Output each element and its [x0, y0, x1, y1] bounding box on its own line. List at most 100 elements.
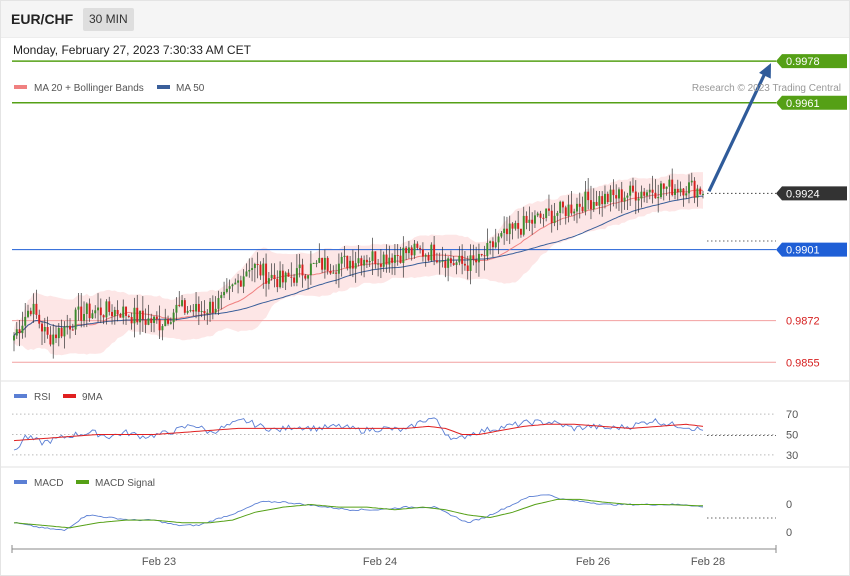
candle: [606, 191, 609, 205]
candle: [172, 308, 175, 330]
candle-body: [15, 329, 18, 336]
candle-body: [225, 288, 228, 292]
candle-body: [416, 243, 419, 248]
candle: [273, 263, 276, 288]
candle: [620, 181, 623, 214]
candle: [472, 244, 475, 266]
candle-body: [155, 316, 158, 320]
candle-body: [186, 310, 189, 313]
candle: [626, 192, 629, 210]
candle-body: [511, 223, 514, 229]
rsi-ma-line: [13, 423, 704, 442]
candle: [458, 246, 461, 266]
candle-body: [519, 228, 522, 235]
candle: [80, 292, 83, 328]
candle-body: [164, 319, 167, 327]
candle-body: [337, 263, 340, 274]
candle-body: [561, 201, 564, 208]
price-label: 0.9855: [786, 357, 820, 369]
candle-body: [46, 327, 49, 335]
candle-body: [377, 263, 380, 265]
candle: [346, 255, 349, 271]
candle: [702, 190, 704, 199]
candle: [391, 253, 394, 275]
candle: [301, 258, 304, 288]
candle-body: [321, 257, 324, 270]
candle-body: [581, 206, 584, 212]
price-label: 0.9961: [786, 98, 820, 110]
candle: [192, 303, 195, 317]
candle: [237, 273, 240, 294]
datetime-label: Monday, February 27, 2023 7:30:33 AM CET: [13, 43, 251, 57]
candle: [144, 308, 147, 334]
credit-label: Research © 2023 Trading Central: [692, 83, 841, 94]
candle: [242, 269, 245, 294]
candle-body: [181, 300, 184, 306]
candle: [399, 246, 402, 264]
candle: [553, 202, 556, 227]
candle-body: [525, 215, 528, 223]
candle-body: [41, 323, 43, 332]
candle: [570, 191, 573, 216]
candle-body: [217, 298, 220, 309]
candle-body: [228, 286, 231, 289]
candle-body: [407, 247, 410, 254]
candle-body: [108, 301, 111, 312]
candle-body: [153, 316, 156, 323]
candle: [646, 189, 648, 203]
candle-body: [559, 201, 562, 213]
candle-body: [27, 310, 29, 317]
candle: [281, 264, 284, 288]
candle-body: [197, 303, 200, 312]
candle: [547, 194, 550, 216]
candle: [424, 253, 427, 267]
candle-body: [491, 241, 494, 248]
candle-body: [564, 207, 567, 217]
candle: [584, 180, 587, 216]
candle: [29, 307, 32, 317]
candle-body: [102, 315, 105, 318]
candle: [49, 326, 52, 347]
candle-body: [693, 180, 696, 198]
candle: [374, 251, 377, 269]
candle: [175, 297, 178, 321]
candle: [239, 275, 242, 287]
candle-body: [508, 223, 511, 235]
candle: [27, 304, 29, 319]
candle-body: [262, 263, 265, 276]
candle: [351, 249, 354, 278]
candle-body: [360, 258, 363, 266]
candle: [682, 187, 685, 207]
candle: [284, 271, 287, 290]
candle-body: [363, 259, 366, 266]
candle: [105, 299, 108, 325]
candle-body: [449, 258, 452, 264]
candle-body: [573, 211, 576, 214]
candle: [567, 195, 570, 223]
candle-body: [688, 182, 690, 194]
candle-body: [237, 280, 240, 283]
candle-body: [489, 241, 492, 243]
candle-body: [357, 258, 360, 264]
candle: [657, 184, 660, 213]
timeframe-button[interactable]: 30 MIN: [83, 8, 134, 31]
candle: [489, 240, 492, 255]
candle: [533, 210, 536, 228]
candle-body: [195, 303, 198, 312]
candle: [315, 260, 318, 268]
candle: [595, 190, 598, 207]
candle: [220, 291, 223, 310]
candle: [178, 291, 181, 308]
candle-body: [494, 242, 497, 248]
candle: [74, 307, 77, 336]
candle-body: [657, 197, 660, 199]
candle-body: [111, 311, 114, 317]
candle-body: [270, 274, 273, 279]
candle-body: [685, 193, 688, 196]
candle-body: [287, 272, 290, 277]
candle-body: [265, 263, 268, 284]
candle: [147, 304, 150, 326]
candle: [452, 256, 455, 266]
candle: [531, 212, 534, 235]
